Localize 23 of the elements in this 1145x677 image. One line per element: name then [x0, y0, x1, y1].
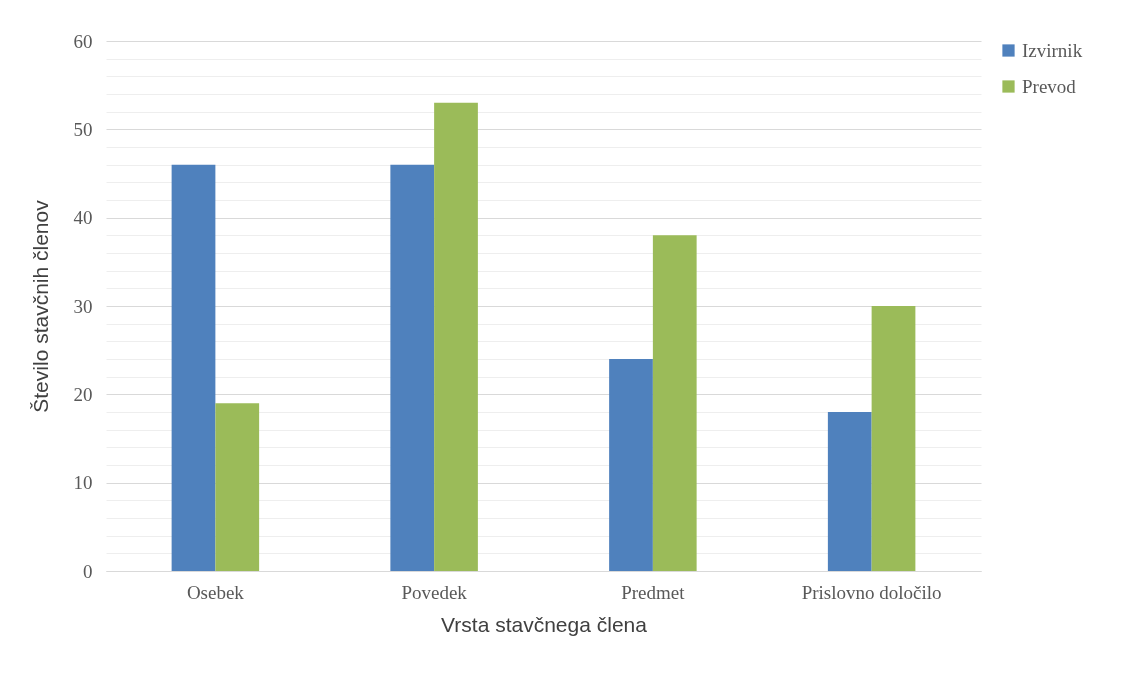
x-tick-label: Osebek — [186, 581, 245, 603]
legend-label: Prevod — [1022, 75, 1077, 97]
y-tick-label: 50 — [73, 118, 93, 140]
bar — [434, 102, 478, 571]
y-tick-label: 0 — [83, 560, 93, 582]
bar — [390, 164, 435, 571]
x-tick-label: Predmet — [621, 581, 686, 603]
y-tick-label: 60 — [73, 30, 93, 52]
x-tick-label: Prislovno določilo — [801, 581, 942, 603]
bar — [171, 164, 216, 571]
x-tick-label: Povedek — [401, 581, 468, 603]
bar — [609, 359, 653, 571]
x-axis-title: Vrsta stavčnega člena — [441, 612, 648, 636]
bar — [652, 235, 697, 571]
bar — [871, 306, 916, 571]
y-axis-title: Število stavčnih členov — [28, 199, 52, 413]
y-tick-label: 10 — [73, 472, 93, 494]
y-tick-label: 20 — [73, 383, 93, 405]
bar — [827, 412, 872, 571]
y-tick-label: 40 — [73, 207, 93, 229]
bar — [215, 403, 260, 571]
legend-label: Izvirnik — [1022, 39, 1083, 61]
y-tick-label: 30 — [73, 295, 93, 317]
